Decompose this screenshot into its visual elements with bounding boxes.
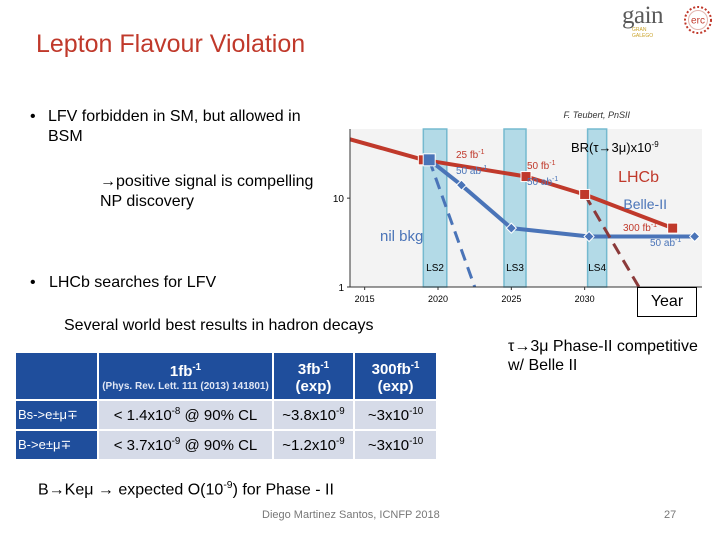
gain-logo-subtitle: GRAN GALEGO [632, 27, 653, 39]
row-label-b: B->e±μ∓ [13, 429, 100, 461]
cell-bs-300fb: ~3x10-10 [353, 399, 438, 431]
table-row: B->e±μ∓ < 3.7x10-9 @ 90% CL ~1.2x10-9 ~3… [13, 429, 438, 461]
slide-title: Lepton Flavour Violation [36, 30, 306, 58]
lumi-label-2028-lhcb: 50 fb-1 [527, 160, 556, 172]
page-number: 27 [664, 509, 677, 521]
x-tick-label-2025: 2025 [501, 294, 521, 304]
table-row: Bs->e±μ∓ < 1.4x10-8 @ 90% CL ~3.8x10-9 ~… [13, 399, 438, 431]
gain-sub-line2: GALEGO [632, 33, 654, 39]
tau-phase2-note: τ→3μ Phase-II competitive w/ Belle II [508, 337, 708, 375]
lumi-label-2035-lhcb: 300 fb-1 [623, 222, 657, 234]
chart-ylabel: BR(τ→3μ)x10-9 [571, 140, 659, 155]
cell-bs-1fb: < 1.4x10-8 @ 90% CL [97, 399, 274, 431]
several-results-text: Several world best results in hadron dec… [64, 317, 374, 334]
lhcb-point-1 [520, 171, 532, 183]
belle-point-2 [583, 230, 595, 243]
nil-bkg-label: nil bkg [380, 228, 423, 245]
cell-bs-3fb: ~3.8x10-9 [271, 399, 356, 431]
cell-b-300fb: ~3x10-10 [353, 429, 438, 461]
table-header-empty [13, 351, 100, 401]
cell-b-3fb: ~1.2x10-9 [271, 429, 356, 461]
start-point-2019 [422, 153, 436, 167]
lumi-label-2028-belle: 50 ab-1 [527, 176, 558, 188]
table-header-row: 1fb-1 (Phys. Rev. Lett. 111 (2013) 14180… [13, 351, 438, 401]
x-tick-label-2015: 2015 [355, 294, 375, 304]
lfv-results-table: 1fb-1 (Phys. Rev. Lett. 111 (2013) 14180… [13, 351, 438, 461]
erc-logo-icon: erc [684, 6, 712, 34]
bullet-lhcb-searches: • LHCb searches for LFV [30, 273, 216, 293]
tau-symbol: τ [508, 338, 515, 355]
y-tick-label-10: 10 [333, 194, 345, 205]
year-axis-label: Year [637, 287, 697, 317]
gain-sub-line1: GRAN [632, 27, 647, 33]
table-header-3fb: 3fb-1 (exp) [271, 351, 356, 401]
b-kemu-note: B→Keμ → expected O(10-9) for Phase - II [38, 480, 334, 499]
y-tick-label-1: 1 [338, 283, 344, 294]
slide-footer: Diego Martinez Santos, ICNFP 2018 [262, 509, 440, 521]
shutdown-label-ls4: LS4 [588, 263, 606, 274]
tau-note-text: 3μ Phase-II competitive w/ Belle II [508, 338, 698, 374]
chart-credit: F. Teubert, PnSII [563, 110, 630, 120]
lumi-label-2020-belle: 50 ab-1 [456, 165, 487, 177]
shutdown-label-ls3: LS3 [506, 263, 524, 274]
bullet-lfv-text: LFV forbidden in SM, but allowed in BSM [48, 108, 301, 145]
dashed-series-line-2 [427, 159, 477, 288]
belle-point-0 [455, 179, 468, 191]
erc-logo-text: erc [691, 16, 705, 27]
arrow-icon: → [48, 481, 65, 499]
lhcb-point-3 [667, 222, 679, 234]
gain-logo: gain [622, 2, 664, 29]
bullet-lhcb-text: LHCb searches for LFV [48, 274, 217, 291]
arrow-icon: → [100, 173, 116, 190]
x-tick-label-2030: 2030 [575, 294, 595, 304]
arrow-icon: → [97, 481, 114, 499]
sub-bullet-signal: →positive signal is compelling NP discov… [100, 172, 320, 212]
belle-point-1 [505, 222, 518, 234]
br-projection-chart: F. Teubert, PnSII LS2 LS3 LS4 10 1 2015 2020 2… [333, 110, 702, 304]
bullet-marker: • [30, 274, 36, 291]
sub-bullet-text: positive signal is compelling NP discove… [100, 173, 314, 210]
row-label-bs: Bs->e±μ∓ [13, 399, 100, 431]
cell-b-1fb: < 3.7x10-9 @ 90% CL [97, 429, 274, 461]
table-header-1fb: 1fb-1 (Phys. Rev. Lett. 111 (2013) 14180… [97, 351, 274, 401]
lhcb-point-2 [579, 188, 591, 200]
lumi-label-2035-belle: 50 ab-1 [650, 237, 681, 249]
lhcb-series-label: LHCb [618, 169, 659, 186]
belle-series-label: Belle-II [623, 196, 667, 212]
shutdown-label-ls2: LS2 [426, 263, 444, 274]
lumi-label-2020-lhcb: 25 fb-1 [456, 149, 485, 161]
belle-point-3 [688, 230, 701, 243]
bullet-marker: • [30, 108, 36, 125]
table-header-300fb: 300fb-1 (exp) [353, 351, 438, 401]
arrow-icon: → [514, 338, 531, 355]
x-tick-label-2020: 2020 [428, 294, 448, 304]
